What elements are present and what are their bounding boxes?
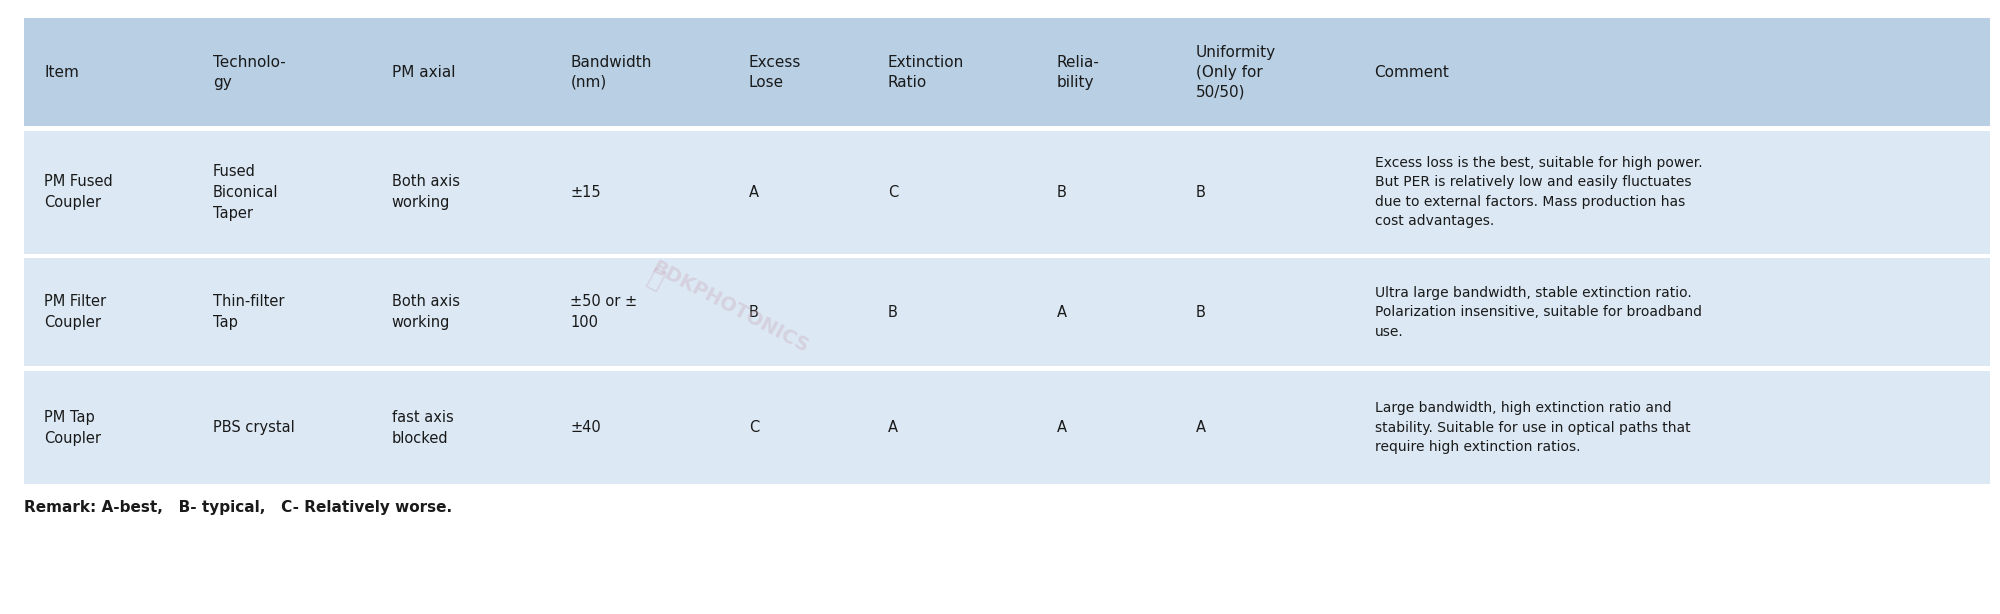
Text: Thin-filter
Tap: Thin-filter Tap <box>212 294 284 330</box>
Text: ±50 or ±
100: ±50 or ± 100 <box>570 294 638 330</box>
Text: A: A <box>888 420 898 435</box>
Text: Both axis
working: Both axis working <box>392 294 460 330</box>
Text: Relia-
bility: Relia- bility <box>1056 55 1100 90</box>
Text: PM Filter
Coupler: PM Filter Coupler <box>44 294 106 330</box>
Text: A: A <box>1196 420 1206 435</box>
Text: PBS crystal: PBS crystal <box>212 420 294 435</box>
Text: B: B <box>1196 185 1206 200</box>
Text: Ultra large bandwidth, stable extinction ratio.
Polarization insensitive, suitab: Ultra large bandwidth, stable extinction… <box>1374 286 1702 339</box>
Text: A: A <box>1056 420 1066 435</box>
Text: Extinction
Ratio: Extinction Ratio <box>888 55 964 90</box>
Text: PM Tap
Coupler: PM Tap Coupler <box>44 410 100 446</box>
Text: B: B <box>1196 305 1206 320</box>
Text: Item: Item <box>44 64 78 80</box>
FancyBboxPatch shape <box>24 18 1990 126</box>
Text: B: B <box>1056 185 1066 200</box>
Text: Fused
Biconical
Taper: Fused Biconical Taper <box>212 164 278 220</box>
Text: Ⓑ: Ⓑ <box>644 265 668 293</box>
Text: Both axis
working: Both axis working <box>392 174 460 210</box>
Text: Remark: A-best,   B- typical,   C- Relatively worse.: Remark: A-best, B- typical, C- Relativel… <box>24 500 452 515</box>
Text: ±15: ±15 <box>570 185 600 200</box>
Text: B: B <box>888 305 898 320</box>
Text: C: C <box>748 420 760 435</box>
FancyBboxPatch shape <box>24 131 1990 254</box>
Text: B: B <box>748 305 758 320</box>
Text: A: A <box>748 185 758 200</box>
Text: Large bandwidth, high extinction ratio and
stability. Suitable for use in optica: Large bandwidth, high extinction ratio a… <box>1374 401 1690 454</box>
Text: PM axial: PM axial <box>392 64 456 80</box>
Text: Excess
Lose: Excess Lose <box>748 55 802 90</box>
Text: Technolo-
gy: Technolo- gy <box>212 55 286 90</box>
Text: C: C <box>888 185 898 200</box>
FancyBboxPatch shape <box>24 371 1990 484</box>
Text: Excess loss is the best, suitable for high power.
But PER is relatively low and : Excess loss is the best, suitable for hi… <box>1374 156 1702 228</box>
Text: PM Fused
Coupler: PM Fused Coupler <box>44 174 112 210</box>
Text: ±40: ±40 <box>570 420 602 435</box>
Text: A: A <box>1056 305 1066 320</box>
FancyBboxPatch shape <box>24 258 1990 366</box>
Text: Uniformity
(Only for
50/50): Uniformity (Only for 50/50) <box>1196 45 1276 99</box>
Text: Bandwidth
(nm): Bandwidth (nm) <box>570 55 652 90</box>
Text: fast axis
blocked: fast axis blocked <box>392 410 454 446</box>
Text: BDKPHOTONICS: BDKPHOTONICS <box>648 257 812 357</box>
Text: Comment: Comment <box>1374 64 1450 80</box>
